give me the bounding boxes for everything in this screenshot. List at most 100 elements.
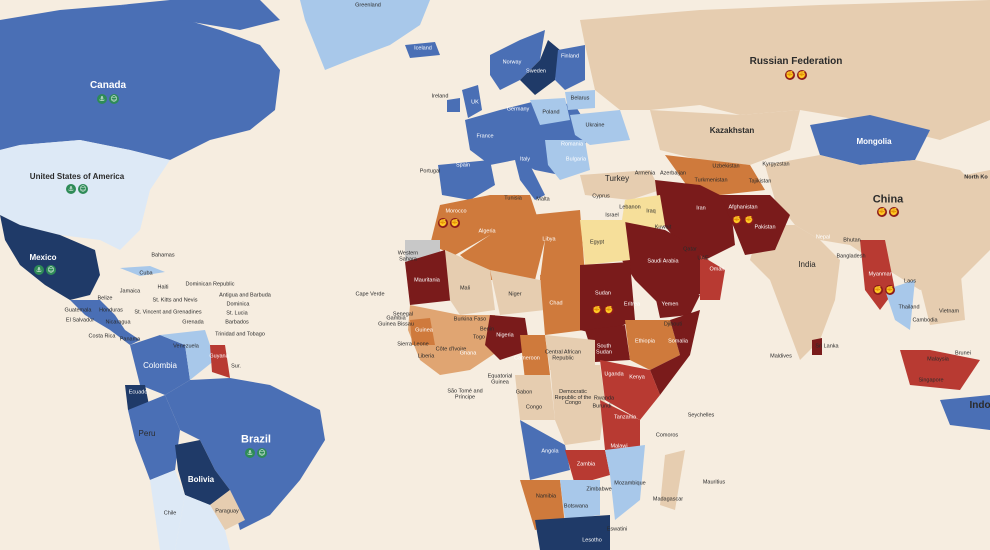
label-portugal: Portugal (419, 168, 441, 175)
anchor-icon: ⚓ (34, 265, 44, 275)
label-ghana: Ghana (459, 350, 477, 357)
iceland-shape (405, 42, 440, 58)
icons-canada: ⚓ ☺ (97, 94, 119, 104)
people-icon: ☺ (109, 94, 119, 104)
label-gabon: Gabon (515, 389, 533, 396)
icons-china: ✊ ✊ (877, 207, 899, 217)
label-afghanistan: Afghanistan (728, 204, 758, 211)
label-usa: United States of America (29, 172, 125, 181)
gabon-congo-shape (515, 375, 555, 420)
label-oman: Oman (709, 266, 725, 273)
label-eq-guinea: Equatorial Guinea (487, 373, 513, 385)
label-sweden: Sweden (526, 68, 546, 75)
label-algeria: Algeria (478, 228, 496, 235)
algeria-shape (460, 195, 545, 280)
icons-myanmar: ✊ ✊ (873, 285, 895, 295)
label-madagascar: Madagascar (652, 496, 684, 503)
angola-shape (520, 420, 570, 480)
label-st-vincent: St. Vincent and Grenadines (134, 309, 202, 316)
canada-islands-shape (120, 0, 280, 30)
label-uae: UAE (697, 255, 709, 262)
south-africa-shape (535, 515, 610, 550)
label-sierra-leone: Sierra Leone (397, 341, 429, 348)
people-icon: ☺ (257, 448, 267, 458)
fist-icon: ✊ (604, 305, 614, 315)
label-tajikistan: Tajikistan (748, 178, 772, 185)
label-western-sahara: Western Sahara (397, 250, 419, 262)
somalia-shape (650, 310, 700, 395)
label-lesotho: Lesotho (582, 537, 602, 544)
malaysia-shape (900, 350, 980, 390)
norway-shape (490, 30, 545, 90)
label-vietnam: Vietnam (938, 308, 960, 315)
label-djibouti: Djibouti (663, 321, 683, 328)
label-romania: Romania (560, 141, 584, 148)
label-sao-tome: São Tomé and Príncipe (447, 388, 483, 400)
label-saudi-arabia: Saudi Arabia (647, 258, 679, 265)
label-finland: Finland (560, 53, 580, 60)
label-pakistan: Pakistan (754, 224, 776, 231)
label-angola: Angola (541, 448, 559, 455)
label-colombia: Colombia (143, 361, 177, 370)
ethiopia-shape (625, 320, 680, 370)
south-sudan-shape (585, 325, 630, 362)
label-bolivia: Bolivia (187, 475, 215, 484)
label-namibia: Namibia (535, 493, 557, 500)
nigeria-shape (485, 315, 530, 360)
gun-icon: ✊ (732, 215, 742, 225)
label-kyrgyzstan: Kyrgyzstan (762, 161, 790, 168)
poland-shape (530, 98, 570, 125)
libya-shape (530, 210, 585, 280)
namibia-shape (520, 480, 565, 530)
anchor-icon: ⚓ (66, 184, 76, 194)
label-iraq: Iraq (646, 208, 656, 215)
drc-shape (550, 365, 605, 445)
label-cameroon: Cameroon (514, 355, 540, 362)
label-india: India (798, 260, 816, 269)
belarus-shape (565, 90, 595, 110)
label-comoros: Comoros (655, 432, 679, 439)
mexico-shape (0, 215, 100, 300)
russia-shape (580, 0, 990, 140)
label-sri-lanka: Sri Lanka (815, 343, 839, 350)
label-egypt: Egypt (589, 239, 605, 246)
label-eswatini: Eswatini (606, 526, 628, 533)
label-dominica: Dominica (226, 301, 250, 308)
label-bahamas: Bahamas (151, 252, 175, 259)
label-lebanon: Lebanon (619, 204, 641, 211)
car-shape (545, 335, 595, 370)
sweden-shape (520, 40, 560, 95)
people-icon: ☺ (46, 265, 56, 275)
icons-afghanistan: ✊ ✊ (732, 215, 754, 225)
label-bangladesh: Bangladesh (836, 253, 866, 260)
finland-shape (555, 45, 585, 90)
label-sudan: Sudan (595, 290, 611, 297)
label-myanmar: Myanmar (868, 271, 892, 278)
label-kuwait: Kuwait (654, 224, 672, 231)
label-belarus: Belarus (570, 95, 590, 102)
label-niger: Niger (508, 291, 522, 298)
label-guatemala: Guatemala (64, 307, 92, 314)
gun-icon: ✊ (877, 207, 887, 217)
label-greenland: Greenland (355, 2, 381, 9)
label-costa-rica: Costa Rica (88, 333, 116, 340)
label-cuba: Cuba (139, 270, 153, 277)
label-mauritius: Mauritius (702, 479, 726, 486)
gun-icon: ✊ (592, 305, 602, 315)
icons-usa: ⚓ ☺ (66, 184, 88, 194)
indonesia-shape (940, 395, 990, 430)
west-africa-shape (408, 305, 500, 375)
label-malaysia: Malaysia (927, 356, 949, 363)
label-thailand: Thailand (898, 304, 920, 311)
label-cambodia: Cambodia (912, 317, 938, 324)
label-kazakhstan: Kazakhstan (709, 126, 755, 135)
label-spain: Spain (455, 162, 471, 169)
guyana-shape (210, 345, 230, 378)
label-yemen: Yemen (661, 301, 679, 308)
italy-shape (515, 160, 545, 200)
label-uganda: Uganda (604, 371, 624, 378)
label-tanzania: Tanzania (613, 414, 637, 421)
label-brunei: Brunei (955, 350, 971, 357)
label-rwanda: Rwanda (593, 395, 615, 402)
